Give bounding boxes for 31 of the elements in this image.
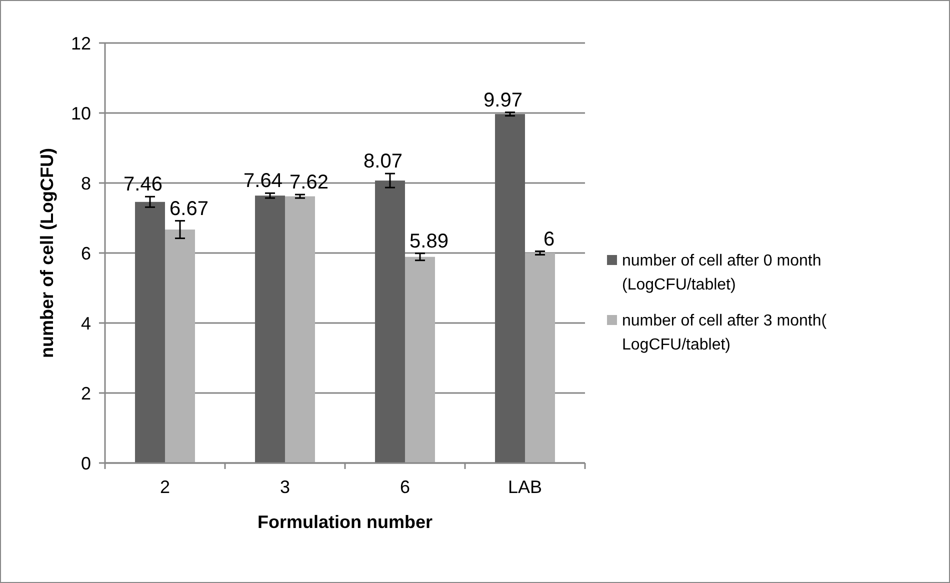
x-tick-label: LAB bbox=[508, 477, 542, 497]
data-label: 8.07 bbox=[364, 150, 402, 173]
data-label: 9.97 bbox=[484, 89, 522, 112]
bar bbox=[285, 196, 315, 463]
data-label: 5.89 bbox=[410, 230, 448, 252]
data-label: 6.67 bbox=[170, 198, 208, 220]
x-tick-label: 6 bbox=[400, 477, 410, 497]
bar bbox=[495, 114, 525, 463]
y-tick-label: 4 bbox=[80, 313, 91, 334]
data-label: 7.64 bbox=[244, 170, 282, 192]
legend-label: number of cell after 3 month( LogCFU/tablet) bbox=[622, 312, 828, 354]
bar bbox=[405, 256, 435, 463]
data-label: 6 bbox=[543, 228, 555, 250]
y-tick-label: 2 bbox=[80, 383, 91, 404]
y-axis-title: number of cell (LogCFU) bbox=[37, 148, 57, 358]
bar bbox=[135, 202, 165, 463]
bar bbox=[255, 196, 285, 463]
bar bbox=[165, 230, 195, 463]
legend-label: number of cell after 0 month (LogCFU/tablet) bbox=[622, 252, 822, 294]
y-tick-label: 10 bbox=[70, 103, 91, 124]
y-tick-label: 6 bbox=[80, 243, 91, 264]
x-tick-label: 3 bbox=[280, 477, 290, 497]
y-tick-label: 12 bbox=[70, 33, 91, 54]
data-label: 7.62 bbox=[290, 172, 328, 194]
bar bbox=[525, 253, 555, 463]
x-tick-label: 2 bbox=[160, 477, 170, 497]
bar bbox=[375, 180, 405, 463]
y-tick-label: 0 bbox=[80, 453, 91, 474]
data-label: 7.46 bbox=[124, 174, 162, 196]
x-axis-title: Formulation number bbox=[258, 512, 432, 532]
y-tick-label: 8 bbox=[80, 173, 91, 194]
